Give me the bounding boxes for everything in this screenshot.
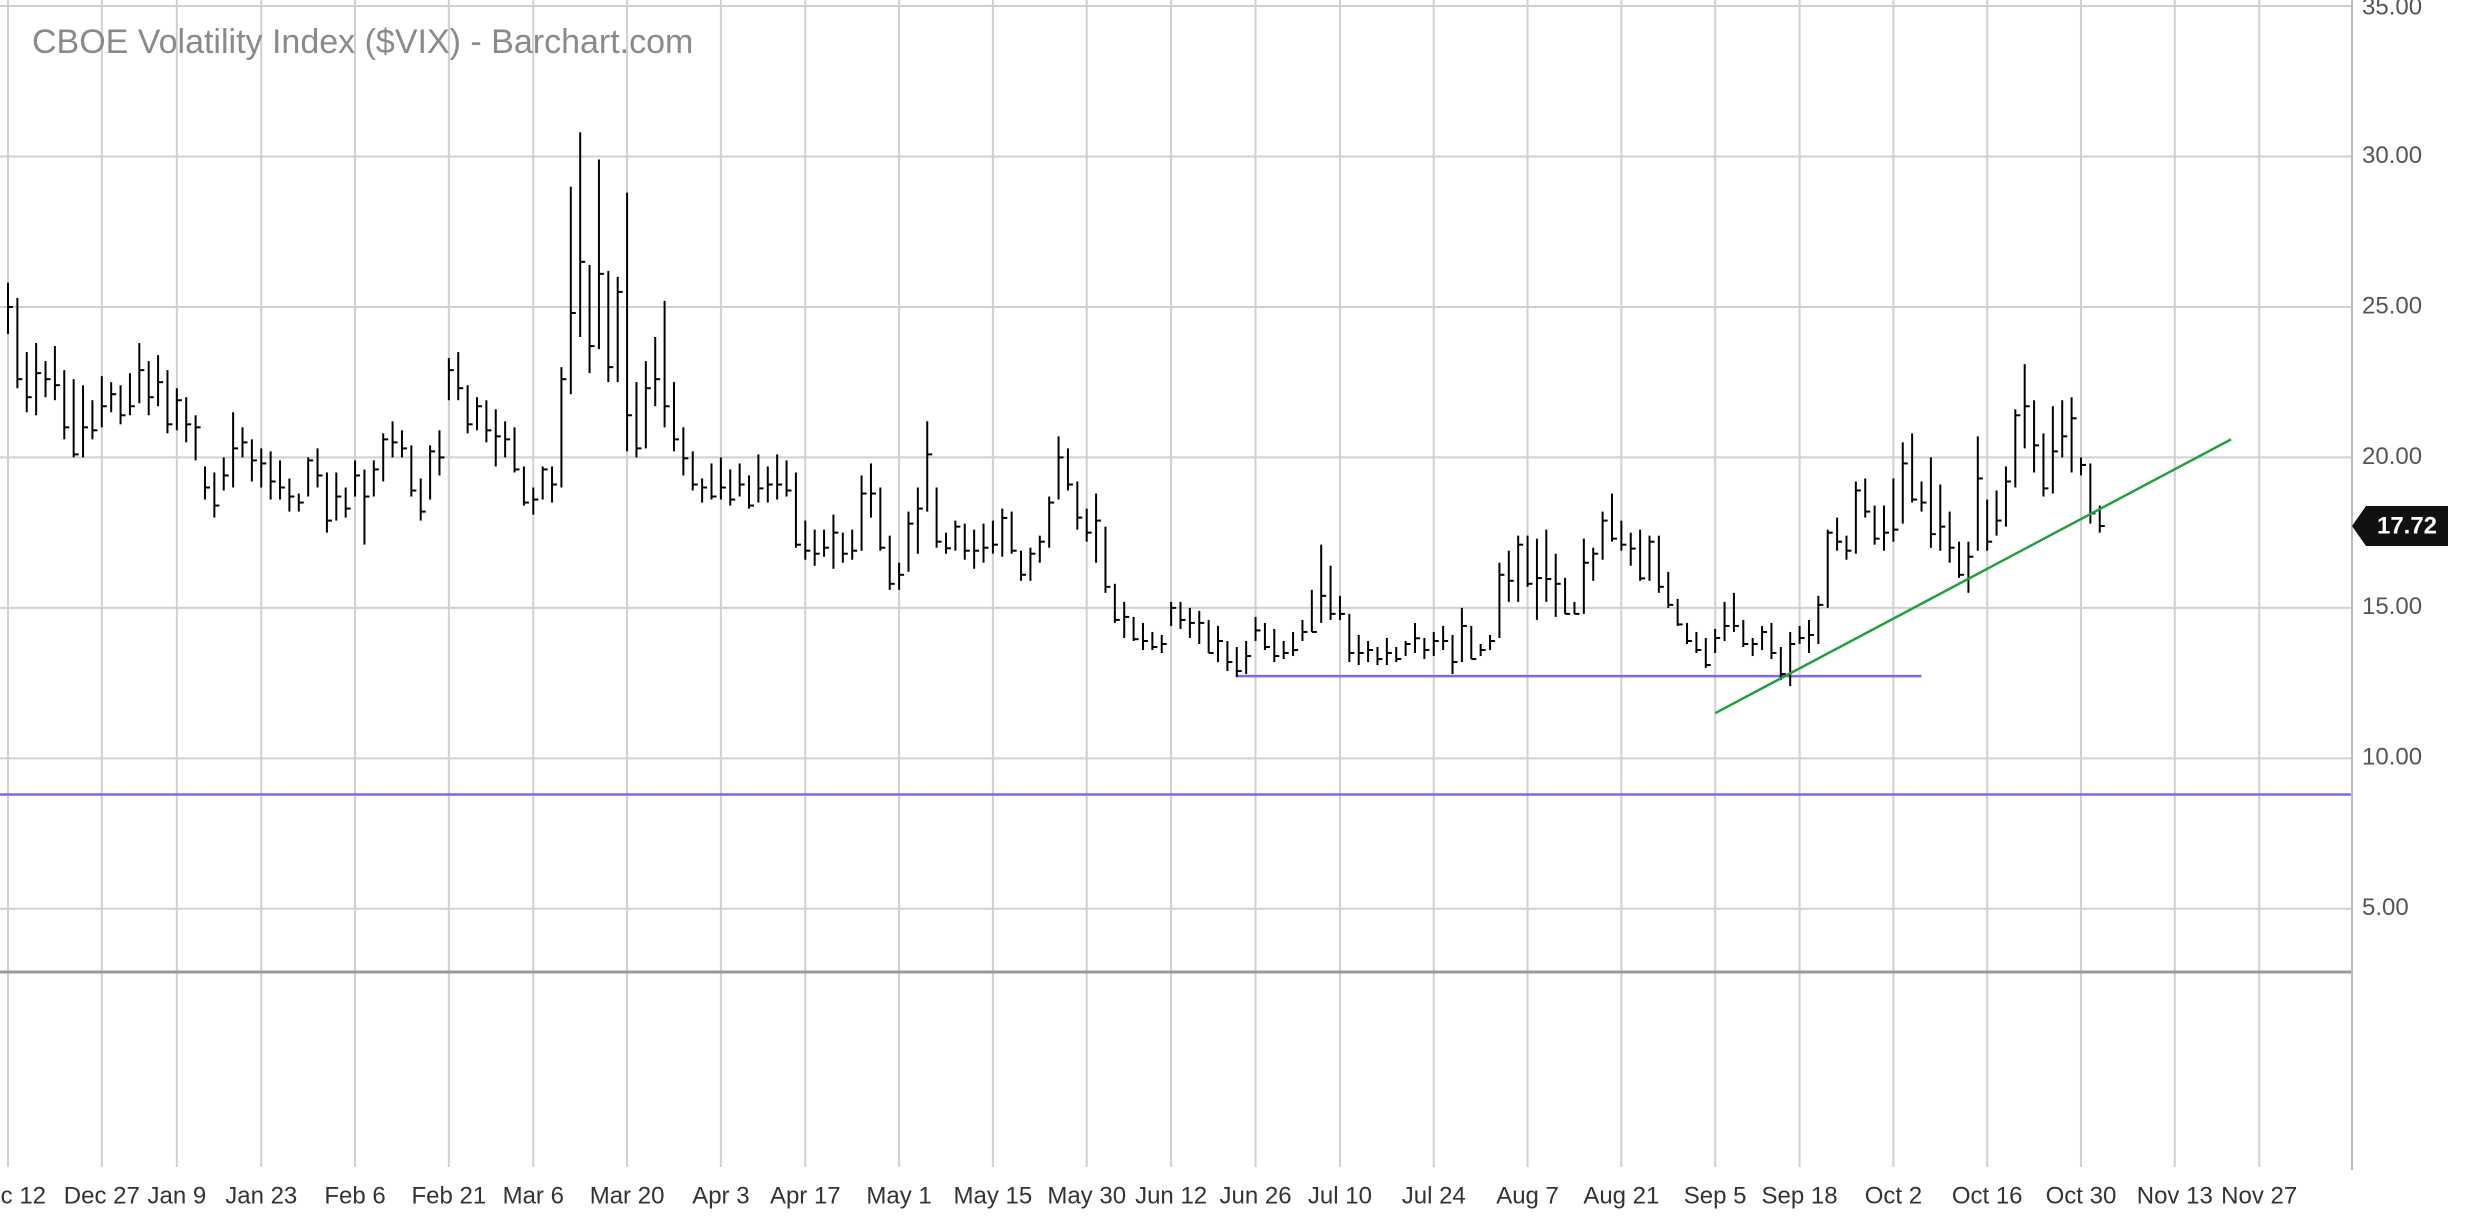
- x-tick-label: May 30: [1047, 1182, 1126, 1209]
- x-tick-label: May 1: [866, 1182, 931, 1209]
- x-tick-label: Nov 27: [2221, 1182, 2297, 1209]
- x-tick-label: Mar 20: [590, 1182, 665, 1209]
- last-price-label: 17.72: [2377, 512, 2437, 539]
- y-tick-label: 20.00: [2362, 443, 2422, 470]
- y-tick-label: 5.00: [2362, 894, 2409, 921]
- x-tick-label: May 15: [954, 1182, 1033, 1209]
- x-tick-label: Jan 9: [147, 1182, 206, 1209]
- x-tick-label: Aug 21: [1583, 1182, 1659, 1209]
- x-tick-label: Jan 23: [225, 1182, 297, 1209]
- x-tick-label: Oct 30: [2046, 1182, 2117, 1209]
- x-tick-label: Sep 18: [1762, 1182, 1838, 1209]
- x-tick-label: Apr 17: [770, 1182, 841, 1209]
- y-tick-label: 35.00: [2362, 0, 2422, 20]
- x-tick-label: Jul 24: [1402, 1182, 1466, 1209]
- x-tick-label: Dec 12: [0, 1182, 46, 1209]
- chart-title: CBOE Volatility Index ($VIX) - Barchart.…: [32, 23, 693, 61]
- x-tick-label: Dec 27: [64, 1182, 140, 1209]
- marks: [0, 132, 2352, 796]
- x-tick-label: Jun 12: [1135, 1182, 1207, 1209]
- y-tick-label: 10.00: [2362, 744, 2422, 771]
- x-tick-label: Oct 2: [1865, 1182, 1922, 1209]
- x-tick-label: Sep 5: [1684, 1182, 1747, 1209]
- x-tick-label: Apr 3: [692, 1182, 749, 1209]
- last-price-tag: [2352, 506, 2448, 547]
- y-tick-label: 15.00: [2362, 593, 2422, 620]
- x-tick-label: Nov 13: [2137, 1182, 2213, 1209]
- x-tick-label: Feb 21: [412, 1182, 487, 1209]
- x-tick-label: Oct 16: [1952, 1182, 2023, 1209]
- x-tick-label: Mar 6: [503, 1182, 564, 1209]
- x-tick-label: Jun 26: [1220, 1182, 1292, 1209]
- x-tick-label: Aug 7: [1496, 1182, 1559, 1209]
- y-tick-label: 25.00: [2362, 292, 2422, 319]
- x-tick-label: Feb 6: [324, 1182, 385, 1209]
- trend-line: [1714, 438, 2232, 715]
- x-tick-label: Jul 10: [1308, 1182, 1372, 1209]
- y-tick-label: 30.00: [2362, 142, 2422, 169]
